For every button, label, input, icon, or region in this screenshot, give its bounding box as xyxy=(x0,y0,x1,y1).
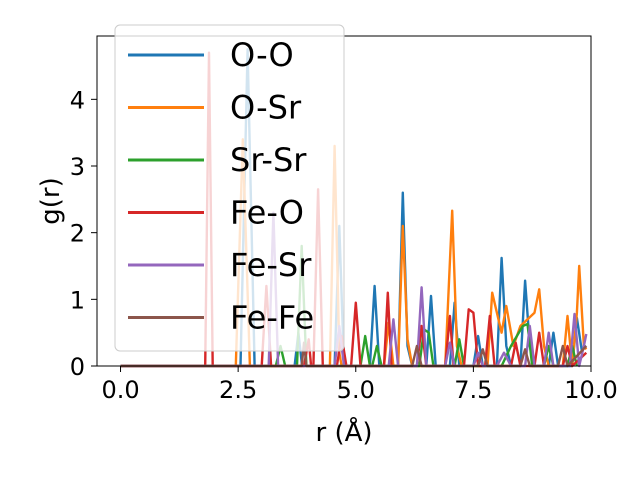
x-axis-ticks: 0.0 2.5 5.0 7.5 10.0 xyxy=(101,366,618,404)
y-tick-label: 0 xyxy=(70,353,85,381)
y-axis-ticks: 0 1 2 3 4 xyxy=(70,86,97,381)
y-tick-label: 1 xyxy=(70,286,85,314)
y-axis-label: g(r) xyxy=(36,177,66,224)
legend-label: O-Sr xyxy=(230,89,302,127)
x-axis-label: r (Å) xyxy=(315,416,372,448)
legend-label: Fe-O xyxy=(230,194,304,232)
legend-label: Fe-Fe xyxy=(230,299,314,337)
y-tick-label: 3 xyxy=(70,153,85,181)
x-tick-label: 2.5 xyxy=(219,376,257,404)
y-tick-label: 2 xyxy=(70,220,85,248)
legend: O-O O-Sr Sr-Sr Fe-O Fe-Sr Fe-Fe xyxy=(114,24,345,352)
legend-label: O-O xyxy=(230,36,294,74)
y-tick-label: 4 xyxy=(70,86,85,114)
x-tick-label: 0.0 xyxy=(101,376,139,404)
legend-label: Fe-Sr xyxy=(230,246,312,284)
legend-label: Sr-Sr xyxy=(230,141,307,179)
x-tick-label: 10.0 xyxy=(564,376,617,404)
x-tick-label: 5.0 xyxy=(337,376,375,404)
series-line-fe-fe xyxy=(120,341,588,368)
x-tick-label: 7.5 xyxy=(454,376,492,404)
